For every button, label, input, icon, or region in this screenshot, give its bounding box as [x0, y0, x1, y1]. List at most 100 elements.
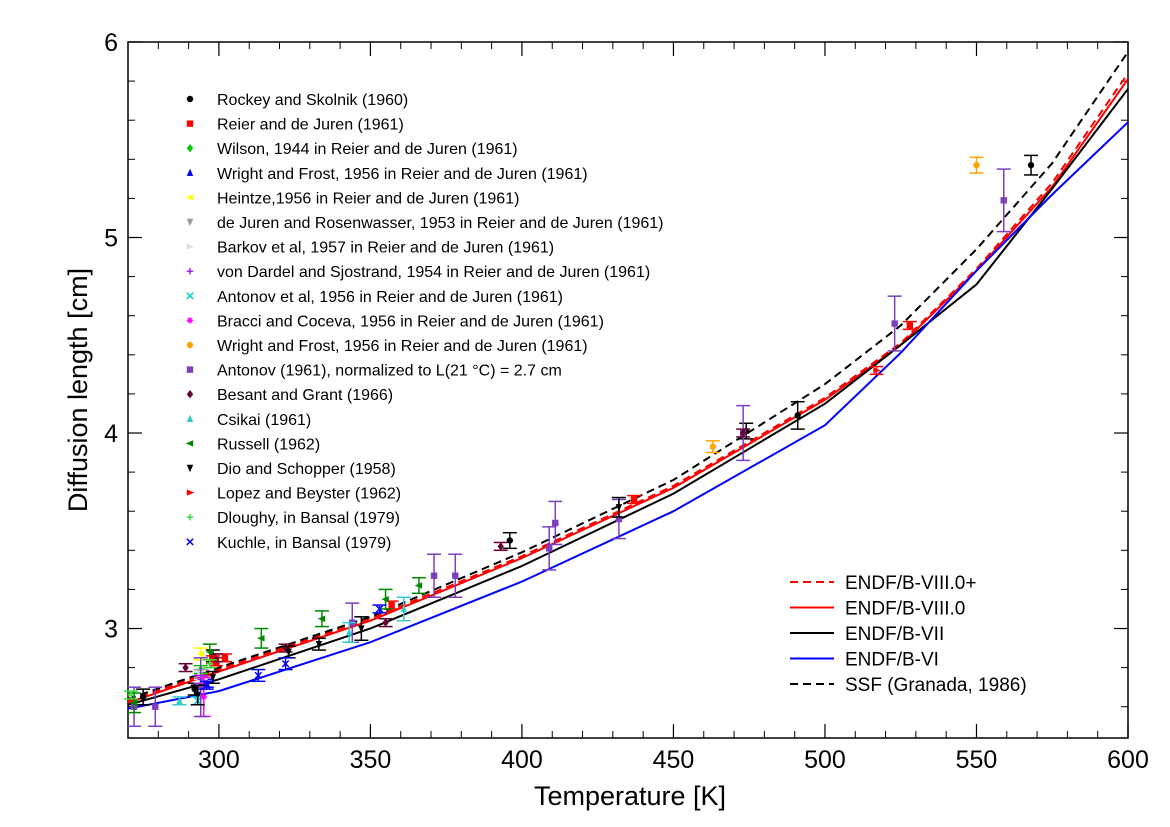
- legend-label-17: Dloughy, in Bansal (1979): [217, 510, 400, 527]
- data-point-14-3: [317, 615, 326, 622]
- data-point-14-1: [205, 648, 214, 656]
- data-point-13-0: [176, 696, 183, 705]
- legend-marker-2: [186, 144, 194, 153]
- legend-marker-8: [186, 292, 194, 300]
- legend-label-4: Heintze,1956 in Reier and de Juren (1961…: [217, 190, 519, 207]
- data-point-0-6: [1027, 161, 1035, 169]
- x-tick-label: 350: [350, 746, 392, 774]
- data-point-13-2: [400, 604, 407, 613]
- data-point-16-1: [873, 367, 881, 374]
- x-tick-label: 400: [501, 746, 543, 774]
- data-point-12-1: [212, 653, 220, 663]
- series-line-4: [127, 51, 1129, 700]
- y-tick-label: 6: [104, 29, 118, 57]
- legend-marker-4: [185, 194, 194, 201]
- legend-label-3: Wright and Frost, 1956 in Reier and de J…: [217, 166, 588, 183]
- legend-label-6: Barkov et al, 1957 in Reier and de Juren…: [217, 240, 554, 257]
- data-point-12-0: [182, 663, 189, 672]
- axis-labels: Temperature [K] Diffusion length [cm]: [63, 268, 726, 811]
- legend-marker-9: [186, 317, 194, 324]
- data-point-12-3: [382, 618, 389, 627]
- legend-label-13: Csikai (1961): [217, 412, 311, 429]
- legend-marker-18: [186, 538, 194, 546]
- legend-label-0: Rockey and Skolnik (1960): [217, 92, 408, 109]
- axis-ticks: 300 350 400 450 500 550 600 3 4 5 6: [104, 29, 1149, 774]
- legend-label-10: Wright and Frost, 1956 in Reier and de J…: [217, 338, 588, 355]
- data-point-18-1: [254, 671, 263, 680]
- legend-series-label-1: ENDF/B-VIII.0: [845, 599, 965, 620]
- legend-marker-10: [186, 341, 194, 349]
- x-tick-label: 300: [198, 746, 240, 774]
- legend-label-1: Reier and de Juren (1961): [217, 117, 404, 134]
- data-point-18-3: [375, 605, 384, 613]
- legend-marker-16: [186, 489, 195, 496]
- legend-marker-3: [186, 168, 194, 176]
- legend-marker-6: [186, 243, 195, 250]
- data-point-1-4: [906, 322, 914, 329]
- data-point-11-11: [1000, 197, 1007, 204]
- x-tick-label: 500: [804, 746, 846, 774]
- legend-label-5: de Juren and Rosenwasser, 1953 in Reier …: [217, 215, 664, 232]
- legend-marker-1: [186, 120, 194, 127]
- data-point-11-7: [552, 519, 559, 527]
- legend-marker-5: [186, 218, 194, 227]
- data-point-13-1: [346, 628, 353, 636]
- series-line-2: [127, 88, 1129, 706]
- experimental-points: [124, 154, 1039, 728]
- legend-label-2: Wilson, 1944 in Reier and de Juren (1961…: [217, 141, 518, 158]
- legend-marker-15: [186, 464, 194, 473]
- x-tick-label: 600: [1107, 746, 1149, 774]
- data-point-1-1: [221, 654, 229, 662]
- legend-series-label-2: ENDF/B-VII: [845, 624, 944, 645]
- data-point-1-3: [630, 496, 638, 503]
- data-point-15-2: [285, 648, 292, 657]
- data-point-0-5: [794, 412, 801, 419]
- x-tick-label: 450: [653, 746, 695, 774]
- data-point-14-0: [129, 699, 138, 707]
- data-point-15-5: [615, 504, 623, 512]
- series-line-3: [127, 121, 1129, 710]
- data-point-11-10: [891, 320, 898, 327]
- legend-label-8: Antonov et al, 1956 in Reier and de Jure…: [217, 289, 563, 306]
- legend-label-7: von Dardel and Sjostrand, 1954 in Reier …: [217, 264, 650, 281]
- data-point-11-1: [152, 703, 159, 710]
- data-point-11-8: [615, 515, 623, 523]
- data-point-14-2: [257, 635, 265, 642]
- data-point-0-1: [191, 685, 198, 693]
- y-tick-label: 4: [104, 420, 118, 448]
- data-point-12-4: [497, 542, 504, 551]
- legend-label-9: Bracci and Coceva, 1956 in Reier and de …: [217, 313, 604, 330]
- legend-marker-13: [186, 414, 194, 422]
- legend-label-12: Besant and Grant (1966): [217, 387, 393, 404]
- data-point-12-5: [739, 428, 747, 438]
- legend-marker-0: [186, 95, 194, 103]
- legend-marker-14: [185, 440, 194, 447]
- data-point-10-1: [973, 161, 980, 169]
- y-tick-label: 3: [104, 616, 118, 644]
- data-point-1-2: [388, 601, 395, 609]
- legend-series-label-3: ENDF/B-VI: [845, 650, 939, 671]
- data-point-18-2: [281, 659, 290, 668]
- data-point-17-0: [127, 691, 135, 699]
- data-point-18-0: [203, 681, 211, 689]
- data-point-10-0: [709, 443, 717, 450]
- x-tick-label: 550: [956, 746, 998, 774]
- data-point-17-1: [206, 660, 214, 667]
- legend-label-14: Russell (1962): [217, 436, 320, 453]
- legend-label-11: Antonov (1961), normalized to L(21 °C) =…: [217, 363, 562, 380]
- plot-frame: [127, 41, 1129, 739]
- plot-area-border: [127, 41, 1129, 739]
- legend-series-label-0: ENDF/B-VIII.0+: [845, 573, 976, 594]
- legend-marker-17: [186, 514, 194, 521]
- data-point-14-5: [414, 582, 423, 589]
- data-point-11-5: [452, 572, 459, 579]
- data-point-0-0: [139, 693, 147, 701]
- data-point-15-1: [209, 674, 217, 682]
- data-point-11-4: [430, 572, 438, 579]
- legend-label-16: Lopez and Beyster (1962): [217, 486, 401, 503]
- legend-marker-7: [186, 268, 194, 275]
- legend-marker-11: [186, 366, 194, 373]
- y-axis-title: Diffusion length [cm]: [63, 268, 93, 512]
- x-axis-title: Temperature [K]: [534, 781, 726, 811]
